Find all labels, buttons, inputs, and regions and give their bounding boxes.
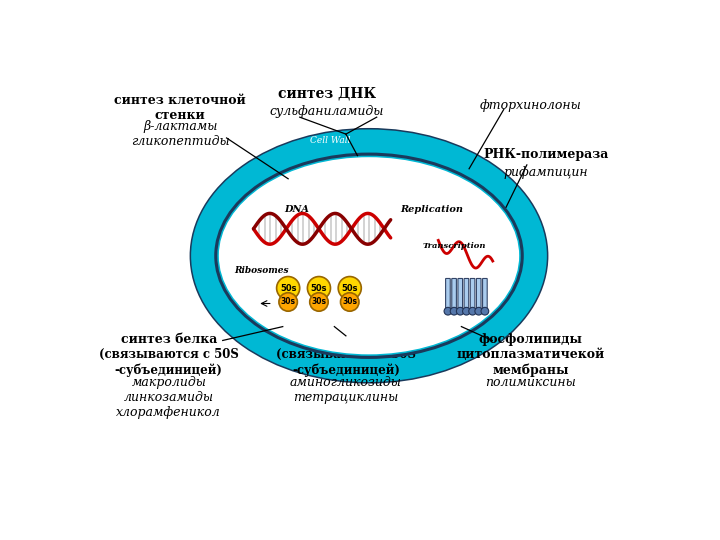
Text: синтез клеточной
стенки: синтез клеточной стенки: [114, 94, 246, 122]
Text: рифампицин: рифампицин: [504, 166, 588, 179]
Circle shape: [444, 307, 451, 315]
FancyBboxPatch shape: [482, 279, 487, 308]
FancyBboxPatch shape: [464, 279, 469, 308]
Text: полимиксины: полимиксины: [485, 376, 576, 389]
FancyBboxPatch shape: [477, 279, 481, 308]
Text: (связываются с 50S
-субъединицей): (связываются с 50S -субъединицей): [99, 348, 239, 377]
Text: аминогликозиды
тетрациклины: аминогликозиды тетрациклины: [290, 376, 402, 404]
Text: РНК-полимераза: РНК-полимераза: [483, 148, 609, 161]
Circle shape: [279, 293, 297, 311]
Circle shape: [276, 276, 300, 300]
Ellipse shape: [215, 153, 523, 359]
Text: синтез белка: синтез белка: [297, 333, 394, 346]
Text: 30s: 30s: [312, 298, 326, 307]
Text: синтез белка: синтез белка: [121, 333, 217, 346]
Text: Replication: Replication: [400, 205, 463, 214]
Text: β-лактамы
гликопептиды: β-лактамы гликопептиды: [131, 120, 230, 148]
Text: 50s: 50s: [311, 284, 327, 293]
Text: Cell Wall: Cell Wall: [310, 136, 351, 145]
Text: Ribosomes: Ribosomes: [234, 266, 289, 275]
Text: сульфаниламиды: сульфаниламиды: [269, 105, 384, 118]
Text: макролиды
линкозамиды
хлорамфеникол: макролиды линкозамиды хлорамфеникол: [117, 376, 221, 419]
Circle shape: [462, 307, 470, 315]
FancyBboxPatch shape: [451, 279, 456, 308]
Text: цитоплазматичекой
мембраны: цитоплазматичекой мембраны: [456, 348, 605, 377]
Text: Transcription: Transcription: [423, 242, 487, 250]
Text: 30s: 30s: [342, 298, 357, 307]
Circle shape: [475, 307, 482, 315]
Circle shape: [481, 307, 489, 315]
Text: 50s: 50s: [280, 284, 297, 293]
FancyBboxPatch shape: [470, 279, 475, 308]
Ellipse shape: [191, 130, 547, 382]
Circle shape: [310, 293, 328, 311]
Text: фторхинолоны: фторхинолоны: [480, 99, 582, 112]
Text: (связываются с 30S
-субъединицей): (связываются с 30S -субъединицей): [276, 348, 416, 377]
Circle shape: [341, 293, 359, 311]
Circle shape: [469, 307, 477, 315]
FancyBboxPatch shape: [458, 279, 462, 308]
Circle shape: [338, 276, 361, 300]
Ellipse shape: [217, 156, 521, 356]
Circle shape: [456, 307, 464, 315]
Text: 30s: 30s: [281, 298, 296, 307]
Text: фосфолипиды: фосфолипиды: [479, 333, 582, 346]
Text: 50s: 50s: [341, 284, 358, 293]
Ellipse shape: [219, 157, 519, 354]
Circle shape: [307, 276, 330, 300]
FancyBboxPatch shape: [446, 279, 450, 308]
Circle shape: [450, 307, 458, 315]
Text: синтез ДНК: синтез ДНК: [278, 86, 376, 100]
Text: DNA: DNA: [284, 205, 310, 214]
Ellipse shape: [189, 128, 549, 383]
